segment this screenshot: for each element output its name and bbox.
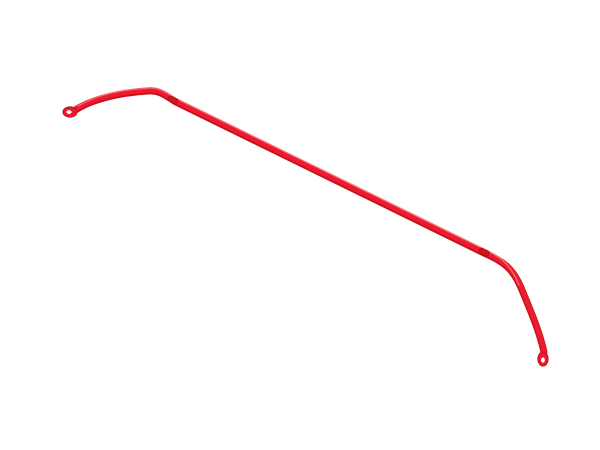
left-bushing-collar [167,95,179,105]
right-end-link-eye [537,351,549,367]
right-bushing-collar [478,247,490,257]
left-end-link-eye [62,106,78,118]
sway-bar-shadow [70,87,548,356]
sway-bar-highlight [77,87,520,286]
sway-bar-body [71,87,547,354]
